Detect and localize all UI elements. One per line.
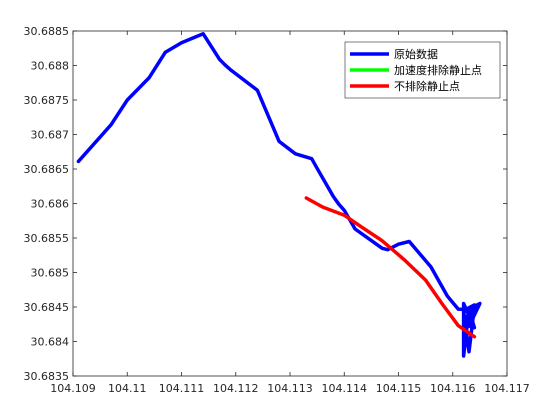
x-tick-label: 104.117 [484,382,530,395]
x-tick-label: 104.115 [376,382,422,395]
y-tick-label: 30.6885 [24,25,70,38]
y-tick-label: 30.6835 [24,370,70,383]
series-line-0 [76,32,482,358]
x-tick-label: 104.116 [430,382,476,395]
legend-label-2: 不排除静止点 [394,79,460,93]
x-tick-label: 104.111 [159,382,205,395]
y-tick-label: 30.684 [31,336,70,349]
y-tick-label: 30.6865 [24,163,70,176]
x-tick-label: 104.114 [322,382,368,395]
x-tick-label: 104.113 [267,382,313,395]
y-tick-label: 30.686 [31,198,70,211]
legend-label-1: 加速度排除静止点 [394,63,482,77]
legend-label-0: 原始数据 [394,47,438,61]
y-tick-label: 30.6855 [24,232,70,245]
x-tick-label: 104.112 [213,382,259,395]
series-line-2 [304,196,477,339]
x-axis: 104.109 104.11 104.111 104.112 104.113 104.11… [50,31,530,395]
y-tick-label: 30.687 [31,129,70,142]
x-tick-label: 104.109 [50,382,96,395]
y-axis: 30.6835 30.684 30.6845 30.685 30.6855 30.686 3… [24,25,507,383]
legend-box [344,41,501,99]
y-tick-label: 30.688 [31,60,70,73]
y-tick-label: 30.685 [31,267,70,280]
y-tick-label: 30.6845 [24,301,70,314]
series-layer [76,32,482,358]
y-tick-label: 30.6875 [24,94,70,107]
x-tick-label: 104.11 [108,382,147,395]
